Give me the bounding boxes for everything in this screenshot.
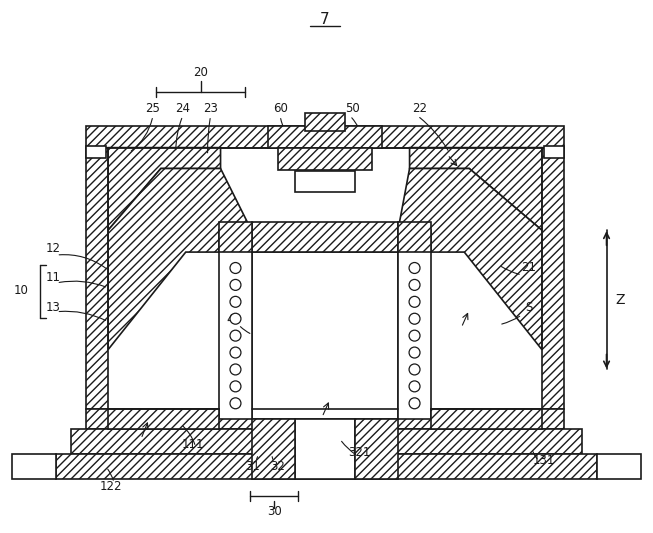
Circle shape — [230, 313, 241, 324]
Circle shape — [230, 296, 241, 308]
Bar — [253, 419, 295, 479]
Polygon shape — [398, 168, 542, 350]
Polygon shape — [409, 148, 542, 230]
Bar — [86, 126, 564, 148]
Bar — [295, 171, 355, 192]
Bar — [268, 126, 382, 148]
Circle shape — [230, 347, 241, 358]
Bar — [86, 146, 106, 158]
Text: 111: 111 — [182, 438, 204, 450]
Text: S: S — [525, 301, 533, 314]
Bar — [86, 148, 108, 409]
Bar — [398, 230, 432, 419]
Text: 20: 20 — [193, 66, 208, 78]
Text: 60: 60 — [273, 102, 288, 115]
Bar — [542, 148, 564, 409]
Bar — [278, 148, 372, 169]
Circle shape — [230, 381, 241, 392]
Circle shape — [230, 330, 241, 341]
Circle shape — [230, 398, 241, 409]
Bar — [295, 419, 355, 479]
Bar — [108, 409, 219, 429]
Text: 7: 7 — [320, 12, 330, 27]
Bar — [305, 113, 345, 131]
Text: 23: 23 — [203, 102, 218, 115]
Bar — [86, 409, 564, 429]
Text: Z: Z — [616, 293, 625, 307]
Bar — [219, 230, 253, 419]
Text: 12: 12 — [46, 241, 61, 255]
Bar — [355, 419, 398, 479]
Bar — [597, 454, 641, 479]
Text: 25: 25 — [146, 102, 161, 115]
Polygon shape — [108, 168, 253, 350]
Circle shape — [409, 381, 420, 392]
Bar — [71, 429, 582, 454]
Bar — [219, 222, 253, 252]
Text: 31: 31 — [245, 461, 260, 473]
Text: 30: 30 — [267, 505, 281, 518]
Circle shape — [409, 330, 420, 341]
Bar — [56, 454, 597, 479]
Circle shape — [230, 263, 241, 273]
Circle shape — [409, 296, 420, 308]
Text: 11: 11 — [46, 271, 61, 285]
Text: 13: 13 — [46, 301, 61, 314]
Text: 24: 24 — [175, 102, 190, 115]
Polygon shape — [108, 148, 221, 230]
Bar — [432, 409, 542, 429]
Circle shape — [230, 279, 241, 290]
Text: 40: 40 — [226, 313, 241, 326]
Text: 50: 50 — [345, 102, 360, 115]
Circle shape — [230, 364, 241, 375]
Text: 321: 321 — [349, 446, 371, 458]
Bar — [398, 222, 432, 252]
Text: 22: 22 — [412, 102, 427, 115]
Text: 131: 131 — [533, 455, 555, 467]
Text: 122: 122 — [100, 480, 122, 494]
Text: 21: 21 — [522, 262, 536, 274]
Bar — [253, 222, 398, 252]
Circle shape — [409, 364, 420, 375]
Text: 10: 10 — [14, 285, 29, 297]
Text: 32: 32 — [270, 461, 285, 473]
Bar — [253, 252, 398, 419]
Circle shape — [409, 347, 420, 358]
Circle shape — [409, 398, 420, 409]
Bar — [12, 454, 56, 479]
Bar — [544, 146, 564, 158]
Circle shape — [409, 313, 420, 324]
Circle shape — [409, 279, 420, 290]
Circle shape — [409, 263, 420, 273]
